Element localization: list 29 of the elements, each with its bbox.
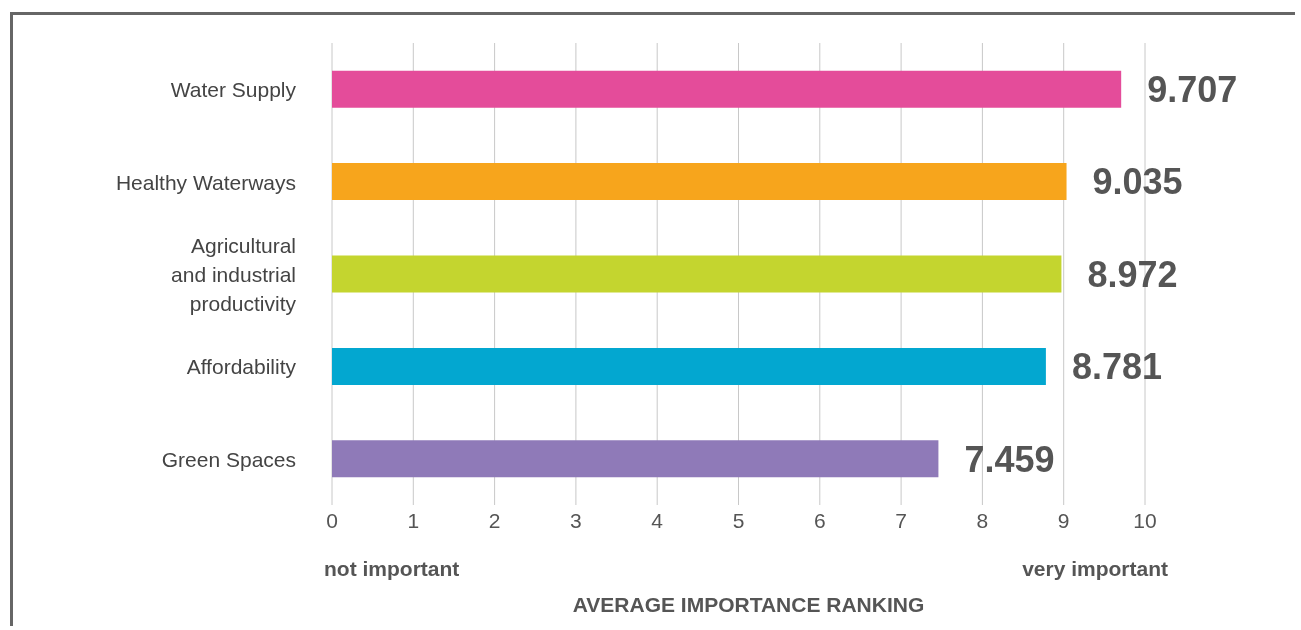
x-tick-label: 0 [326, 508, 338, 532]
bar [332, 347, 1046, 385]
x-tick-label: 10 [1133, 508, 1157, 532]
x-tick-label: 1 [407, 508, 420, 532]
data-label: 8.972 [1087, 253, 1178, 295]
x-axis-title: AVERAGE IMPORTANCE RANKING [571, 593, 926, 617]
x-tick-label: 7 [895, 508, 907, 532]
data-label: 9.707 [1147, 69, 1238, 110]
y-tick-label: Agricultural and industrial productivity [171, 233, 297, 315]
bar [332, 163, 1067, 201]
x-tick-label: 6 [813, 508, 826, 532]
bar [332, 70, 1122, 108]
y-tick-label: Healthy Waterways [115, 170, 296, 194]
bar [332, 255, 1062, 293]
x-tick-label: 8 [976, 508, 989, 532]
bar [332, 440, 939, 478]
x-tick-label: 3 [570, 508, 582, 532]
x-tick-label: 2 [488, 508, 501, 532]
y-tick-label: Water Supply [170, 77, 297, 101]
data-label: 7.459 [964, 438, 1055, 480]
x-tick-label: 9 [1057, 508, 1070, 532]
y-tick-label: Affordability [186, 354, 297, 378]
data-label: 8.781 [1071, 346, 1162, 388]
text: very important [1022, 557, 1168, 581]
text: not important [324, 557, 460, 581]
x-tick-label: 5 [732, 508, 745, 532]
y-tick-label: Green Spaces [161, 447, 296, 471]
x-tick-label: 4 [651, 508, 664, 532]
data-label: 9.035 [1092, 161, 1183, 203]
